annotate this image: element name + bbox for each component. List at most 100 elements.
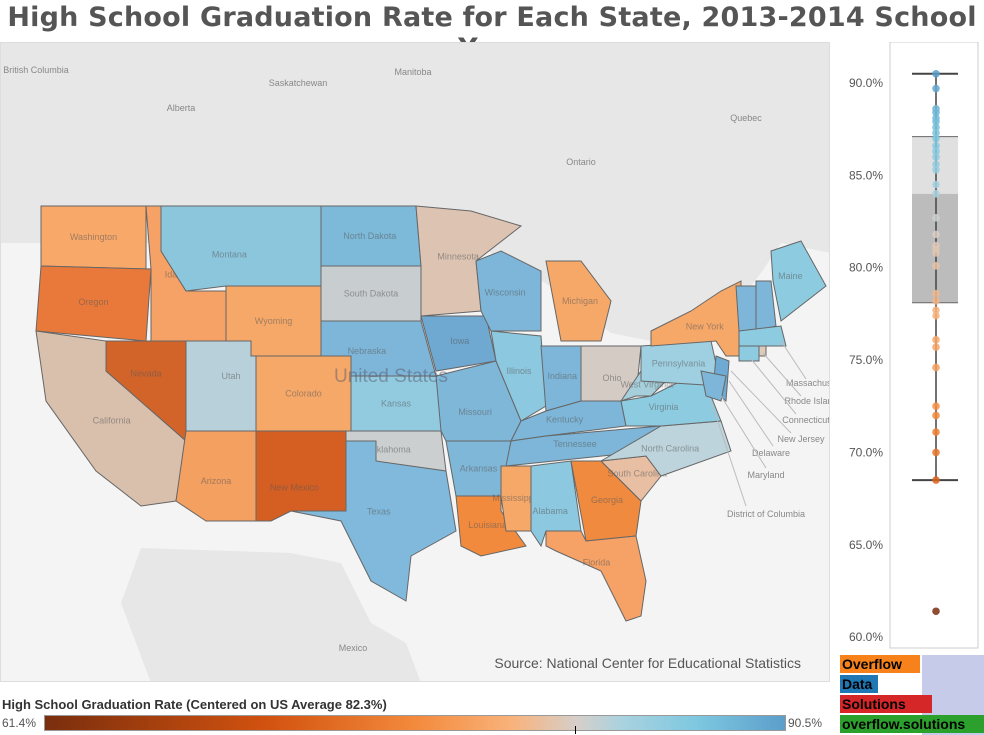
state-label-west-virginia: West Virginia: [620, 379, 673, 389]
state-point[interactable]: [932, 343, 940, 351]
y-tick-label: 65.0%: [849, 538, 883, 552]
state-label-oklahoma: Oklahoma: [370, 445, 411, 455]
state-label-new-mexico: New Mexico: [270, 483, 319, 493]
geo-label-ontario: Ontario: [566, 157, 596, 167]
source-note: Source: National Center for Educational …: [494, 655, 801, 671]
state-label-utah: Utah: [221, 371, 240, 381]
geo-label-massachusetts: Massachusetts: [786, 378, 830, 388]
logo-row: Data: [840, 675, 984, 695]
state-point[interactable]: [932, 402, 940, 411]
state-label-wyoming: Wyoming: [255, 316, 292, 326]
state-point[interactable]: [932, 297, 940, 305]
state-vermont[interactable]: [735, 285, 757, 332]
state-point[interactable]: [932, 411, 940, 420]
state-point[interactable]: [932, 117, 940, 126]
state-point[interactable]: [932, 190, 940, 198]
state-label-mississippi: Mississippi: [492, 493, 536, 503]
box-plot[interactable]: 90.0% 85.0% 80.0% 75.0% 70.0% 65.0% 60.0%: [830, 41, 984, 654]
box-plot-canvas[interactable]: 90.0% 85.0% 80.0% 75.0% 70.0% 65.0% 60.0%: [830, 41, 984, 654]
legend-min-label: 61.4%: [2, 716, 37, 730]
state-label-alabama: Alabama: [532, 506, 568, 516]
geo-label-british-columbia: British Columbia: [3, 65, 69, 75]
color-legend-bar: [44, 715, 786, 731]
state-point[interactable]: [932, 335, 940, 344]
state-point[interactable]: [932, 230, 940, 239]
logo-row: overflow.solutions: [840, 715, 984, 735]
state-point[interactable]: [932, 214, 940, 222]
state-label-minnesota: Minnesota: [437, 252, 479, 262]
logo-row: Overflow: [840, 655, 984, 675]
state-point[interactable]: [932, 262, 940, 270]
state-label-pennsylvania: Pennsylvania: [652, 359, 706, 369]
state-wisconsin[interactable]: [475, 250, 542, 332]
overflow-data-solutions-logo: Overflow Data Solutions overflow.solutio…: [840, 655, 984, 735]
y-tick-label: 60.0%: [849, 630, 883, 644]
state-illinois[interactable]: [490, 330, 547, 422]
state-new-hampshire[interactable]: [755, 280, 777, 332]
state-point[interactable]: [932, 153, 940, 161]
leader-line: [710, 400, 747, 507]
logo-word-overflow: Overflow: [840, 655, 920, 673]
state-florida[interactable]: [545, 530, 647, 622]
state-label-north-dakota: North Dakota: [343, 231, 396, 241]
state-point[interactable]: [932, 84, 940, 93]
geo-label-saskatchewan: Saskatchewan: [269, 78, 328, 88]
choropleth-map[interactable]: WashingtonOregonCaliforniaNevadaIdahoMon…: [0, 42, 830, 682]
state-label-tennessee: Tennessee: [553, 439, 597, 449]
state-point[interactable]: [932, 306, 940, 314]
geo-label-alberta: Alberta: [167, 103, 196, 113]
state-mississippi[interactable]: [500, 465, 532, 532]
legend-title: High School Graduation Rate (Centered on…: [2, 697, 387, 712]
state-label-missouri: Missouri: [458, 407, 492, 417]
state-label-michigan: Michigan: [562, 296, 598, 306]
state-point[interactable]: [932, 69, 940, 78]
logo-row: Solutions: [840, 695, 984, 715]
state-label-south-carolina: South Carolina: [607, 469, 667, 479]
state-label-south-dakota: South Dakota: [344, 289, 399, 299]
state-point[interactable]: [932, 180, 940, 189]
state-label-new-york: New York: [686, 322, 725, 332]
state-connecticut[interactable]: [738, 345, 760, 362]
state-label-maine: Maine: [778, 271, 803, 281]
geo-label-rhode-island: Rhode Island: [784, 396, 830, 406]
y-tick-label: 80.0%: [849, 261, 883, 275]
state-point[interactable]: [932, 289, 940, 298]
state-utah[interactable]: [185, 340, 257, 432]
logo-word-url: overflow.solutions: [840, 715, 984, 733]
state-michigan[interactable]: [545, 260, 612, 342]
state-point[interactable]: [932, 428, 940, 436]
state-point[interactable]: [932, 160, 940, 169]
geo-label-new-jersey: New Jersey: [777, 434, 825, 444]
state-arizona[interactable]: [175, 430, 257, 522]
state-point[interactable]: [932, 134, 940, 143]
state-maryland[interactable]: [700, 370, 727, 402]
leader-line: [730, 370, 792, 434]
state-point[interactable]: [932, 141, 940, 150]
state-label-kentucky: Kentucky: [546, 415, 584, 425]
state-georgia[interactable]: [570, 460, 642, 542]
state-point[interactable]: [932, 108, 940, 117]
state-point[interactable]: [932, 249, 940, 257]
map-canvas[interactable]: WashingtonOregonCaliforniaNevadaIdahoMon…: [1, 43, 830, 682]
states-layer: WashingtonOregonCaliforniaNevadaIdahoMon…: [35, 205, 827, 622]
state-massachusetts[interactable]: [738, 325, 787, 347]
state-maine[interactable]: [770, 240, 827, 322]
state-new-mexico[interactable]: [255, 430, 347, 522]
geo-label-district-of-columbia: District of Columbia: [727, 509, 805, 519]
y-tick-label: 90.0%: [849, 76, 883, 90]
state-point[interactable]: [932, 363, 940, 372]
state-point[interactable]: [932, 311, 940, 320]
state-point[interactable]: [932, 166, 940, 174]
state-point[interactable]: [932, 147, 940, 156]
state-texas[interactable]: [290, 440, 457, 602]
state-point[interactable]: [932, 123, 940, 132]
state-label-colorado: Colorado: [285, 389, 322, 399]
legend-max-label: 90.5%: [788, 716, 823, 730]
state-point[interactable]: [932, 607, 940, 616]
state-point[interactable]: [932, 129, 940, 137]
state-point[interactable]: [932, 448, 940, 457]
state-point[interactable]: [932, 476, 940, 484]
geo-labels: British Columbia Alberta Saskatchewan Manit…: [3, 65, 830, 653]
state-label-nevada: Nevada: [130, 369, 161, 379]
state-label-arkansas: Arkansas: [460, 464, 498, 474]
